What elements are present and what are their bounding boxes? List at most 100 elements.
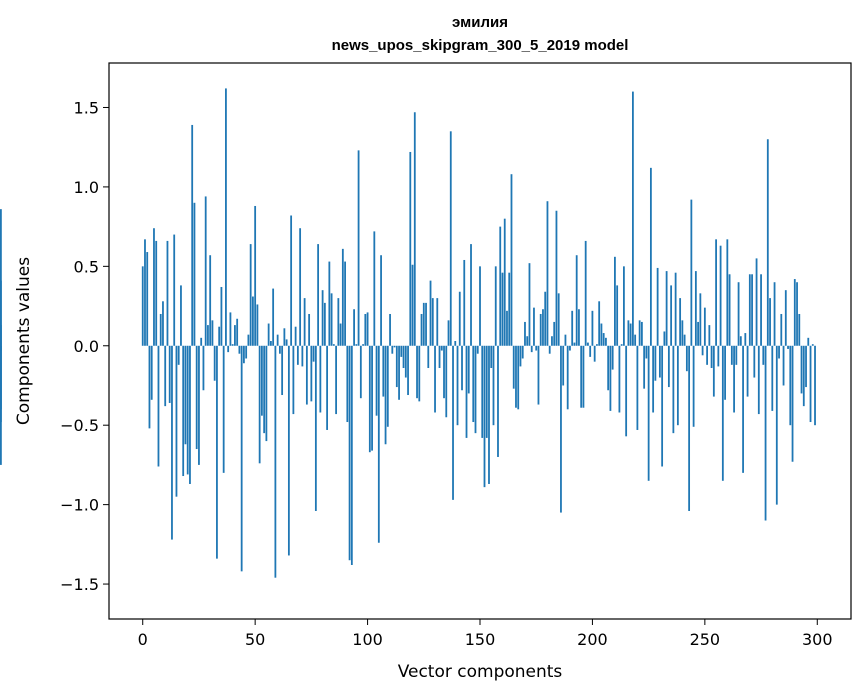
bar	[411, 264, 414, 346]
bar	[267, 323, 270, 346]
bar	[762, 345, 765, 365]
bar	[766, 139, 769, 346]
bar	[814, 345, 816, 426]
bar	[375, 345, 378, 416]
bar	[573, 342, 576, 346]
bar	[452, 345, 454, 500]
bar	[676, 345, 679, 426]
bar	[409, 151, 412, 346]
bar	[562, 345, 565, 386]
bar	[652, 345, 655, 413]
bar	[800, 345, 803, 394]
bar	[413, 112, 416, 346]
bar	[703, 307, 706, 346]
bar	[247, 334, 250, 346]
bar	[760, 274, 762, 346]
bar	[807, 337, 810, 346]
x-tick-label: 200	[577, 630, 608, 649]
bar	[580, 345, 583, 408]
bar	[683, 334, 686, 346]
bar	[769, 298, 771, 346]
bar	[150, 345, 153, 400]
bar	[303, 298, 306, 346]
bar	[656, 267, 659, 346]
bar	[339, 323, 342, 346]
bar	[719, 245, 722, 346]
bar	[285, 339, 288, 346]
bar	[198, 345, 200, 465]
bar	[757, 345, 760, 415]
bar	[305, 345, 308, 405]
bar	[611, 345, 614, 370]
bar	[593, 345, 596, 362]
bar	[537, 345, 540, 405]
bar	[733, 345, 735, 413]
bar	[492, 345, 495, 426]
bar	[688, 345, 691, 511]
bar	[391, 345, 394, 354]
bar	[737, 282, 740, 346]
bar	[764, 345, 767, 521]
bar	[539, 313, 542, 346]
bar	[811, 344, 814, 346]
bar	[362, 344, 364, 346]
bar	[281, 345, 284, 396]
bar	[456, 345, 459, 426]
bar	[753, 345, 756, 378]
bar	[670, 285, 673, 346]
bar	[787, 345, 789, 349]
bar	[526, 336, 529, 346]
bar	[600, 323, 603, 346]
bar	[436, 298, 439, 346]
bar	[717, 345, 720, 367]
bar	[490, 345, 493, 369]
bar	[166, 240, 169, 346]
bar	[589, 345, 592, 357]
bar	[353, 309, 355, 346]
bar	[157, 345, 160, 467]
bar	[449, 131, 452, 346]
bar	[582, 345, 585, 408]
bar	[263, 345, 266, 434]
bar	[647, 345, 650, 481]
bar	[229, 312, 232, 346]
x-tick-label: 100	[352, 630, 383, 649]
bar	[557, 293, 560, 346]
bar	[144, 239, 146, 346]
bar	[231, 344, 234, 346]
bar	[427, 345, 430, 369]
bar	[171, 345, 173, 540]
bar	[584, 240, 587, 346]
bar	[654, 345, 657, 381]
bar	[314, 345, 317, 511]
bar	[458, 291, 461, 346]
bar	[627, 320, 630, 346]
bar	[240, 345, 243, 572]
bar	[326, 345, 328, 430]
bar	[234, 325, 236, 346]
bar	[256, 304, 259, 346]
bar	[393, 345, 396, 348]
bar	[474, 345, 477, 434]
bar	[377, 345, 380, 543]
bar	[296, 345, 299, 365]
bar	[337, 298, 340, 346]
bar	[382, 345, 385, 397]
bar	[497, 345, 499, 457]
bar	[380, 255, 382, 346]
bar	[249, 244, 252, 346]
bar	[204, 196, 207, 346]
bar	[445, 345, 448, 418]
bar	[344, 261, 346, 346]
bar	[780, 313, 783, 346]
bar	[292, 345, 295, 415]
bar	[724, 345, 726, 400]
bar	[793, 279, 796, 346]
x-axis: 0 50 100 150 200 250 300	[138, 619, 833, 649]
bar	[571, 310, 574, 346]
bar	[501, 272, 504, 346]
bar	[404, 345, 407, 378]
bar	[186, 345, 189, 475]
bar	[463, 259, 466, 346]
y-tick-label: 0.0	[74, 337, 99, 356]
